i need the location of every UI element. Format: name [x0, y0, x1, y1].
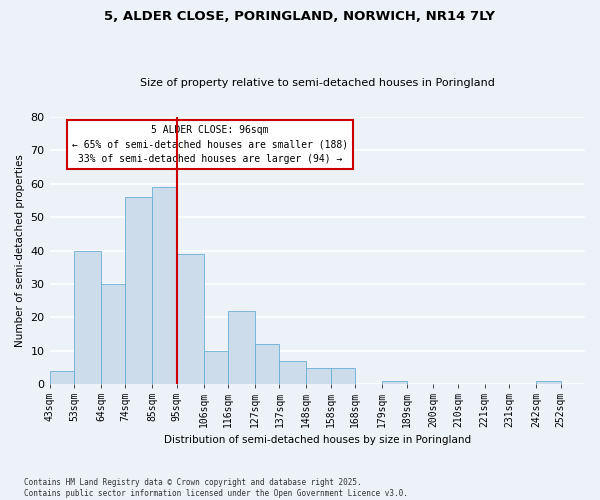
Bar	[74, 250, 101, 384]
Bar	[125, 197, 152, 384]
Text: Contains HM Land Registry data © Crown copyright and database right 2025.
Contai: Contains HM Land Registry data © Crown c…	[24, 478, 408, 498]
Title: Size of property relative to semi-detached houses in Poringland: Size of property relative to semi-detach…	[140, 78, 495, 88]
Bar	[255, 344, 280, 385]
Text: 5 ALDER CLOSE: 96sqm
← 65% of semi-detached houses are smaller (188)
33% of semi: 5 ALDER CLOSE: 96sqm ← 65% of semi-detac…	[72, 124, 348, 164]
Bar	[228, 311, 255, 384]
Bar	[280, 361, 306, 384]
Bar	[331, 368, 355, 384]
Bar	[101, 284, 125, 384]
Bar	[203, 351, 228, 384]
Bar	[306, 368, 331, 384]
X-axis label: Distribution of semi-detached houses by size in Poringland: Distribution of semi-detached houses by …	[164, 435, 471, 445]
Bar	[50, 371, 74, 384]
Bar	[152, 187, 176, 384]
Bar	[536, 381, 560, 384]
Text: 5, ALDER CLOSE, PORINGLAND, NORWICH, NR14 7LY: 5, ALDER CLOSE, PORINGLAND, NORWICH, NR1…	[104, 10, 496, 23]
Bar	[382, 381, 407, 384]
Y-axis label: Number of semi-detached properties: Number of semi-detached properties	[15, 154, 25, 347]
Bar	[176, 254, 203, 384]
